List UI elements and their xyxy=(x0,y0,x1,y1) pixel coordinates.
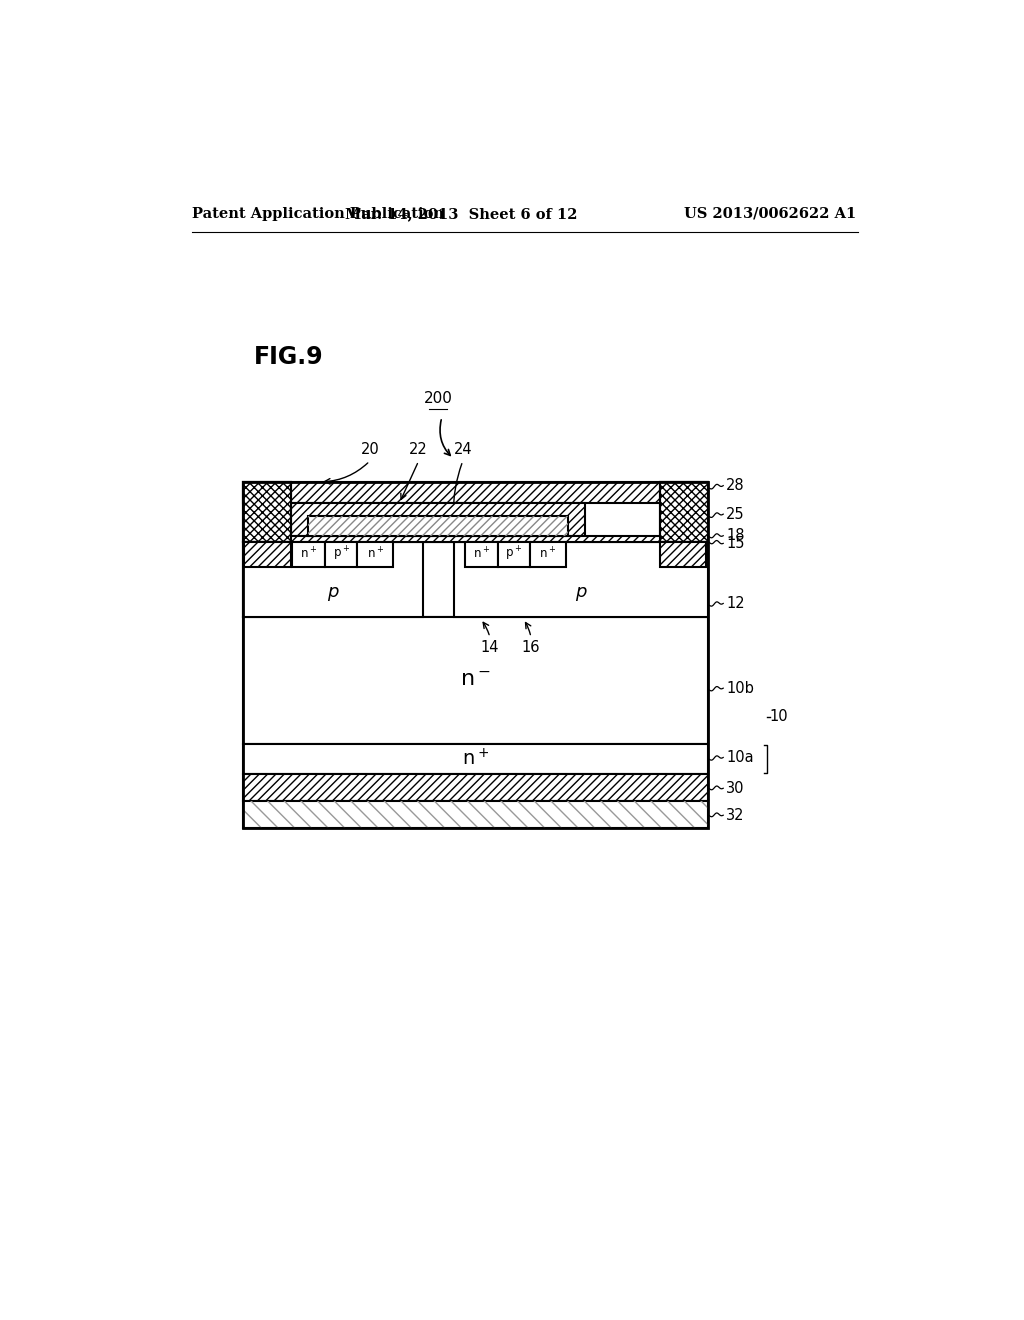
Bar xyxy=(243,543,423,616)
Bar xyxy=(243,482,708,503)
Text: p: p xyxy=(574,582,587,601)
Text: 18: 18 xyxy=(726,528,744,544)
Bar xyxy=(243,543,708,616)
Text: 24: 24 xyxy=(454,442,472,457)
Text: 16: 16 xyxy=(522,640,541,655)
Text: 10b: 10b xyxy=(726,681,754,696)
Bar xyxy=(498,543,530,566)
Bar xyxy=(291,503,586,536)
Bar xyxy=(291,503,586,536)
Text: n$^+$: n$^+$ xyxy=(462,748,488,770)
Text: n$^+$: n$^+$ xyxy=(367,546,384,562)
Bar xyxy=(245,543,291,566)
Text: n$^-$: n$^-$ xyxy=(460,671,490,690)
Bar xyxy=(243,743,708,775)
Bar xyxy=(659,543,707,566)
Bar xyxy=(291,536,659,541)
Text: n$^+$: n$^+$ xyxy=(300,546,317,562)
Bar xyxy=(454,543,708,616)
Text: 15: 15 xyxy=(726,536,744,550)
Text: 10: 10 xyxy=(770,709,788,725)
Bar xyxy=(308,516,568,536)
Text: US 2013/0062622 A1: US 2013/0062622 A1 xyxy=(684,207,856,220)
Text: n$^+$: n$^+$ xyxy=(473,546,490,562)
Bar xyxy=(243,801,708,829)
Bar xyxy=(243,775,708,801)
Text: Patent Application Publication: Patent Application Publication xyxy=(191,207,443,220)
Text: 30: 30 xyxy=(726,780,744,796)
Bar xyxy=(659,482,708,541)
Bar xyxy=(243,482,708,503)
Bar xyxy=(243,482,291,541)
Bar xyxy=(659,543,707,566)
Bar xyxy=(357,543,393,566)
Bar xyxy=(659,482,708,541)
Text: Mar. 14, 2013  Sheet 6 of 12: Mar. 14, 2013 Sheet 6 of 12 xyxy=(345,207,578,220)
Text: 32: 32 xyxy=(726,808,744,822)
Text: p: p xyxy=(327,582,338,601)
Text: 200: 200 xyxy=(424,391,453,407)
Text: 22: 22 xyxy=(410,442,428,457)
Text: 14: 14 xyxy=(480,640,499,655)
Text: 25: 25 xyxy=(726,507,744,521)
Text: n$^+$: n$^+$ xyxy=(540,546,557,562)
Bar xyxy=(243,482,291,541)
Bar xyxy=(530,543,566,566)
Bar xyxy=(292,543,325,566)
Bar xyxy=(291,536,659,541)
Text: FIG.9: FIG.9 xyxy=(254,345,324,370)
Bar xyxy=(465,543,498,566)
Text: p$^+$: p$^+$ xyxy=(333,545,350,564)
Bar xyxy=(243,775,708,801)
Text: 10a: 10a xyxy=(726,750,754,766)
Bar xyxy=(243,801,708,829)
Bar xyxy=(243,616,708,743)
Bar xyxy=(243,482,708,829)
Bar xyxy=(325,543,357,566)
Text: 20: 20 xyxy=(360,442,379,457)
Bar xyxy=(243,482,291,541)
Bar xyxy=(308,516,568,536)
Bar xyxy=(659,482,708,541)
Bar xyxy=(245,543,291,566)
Text: p$^+$: p$^+$ xyxy=(506,545,522,564)
Text: 12: 12 xyxy=(726,595,744,611)
Text: 28: 28 xyxy=(726,478,744,494)
